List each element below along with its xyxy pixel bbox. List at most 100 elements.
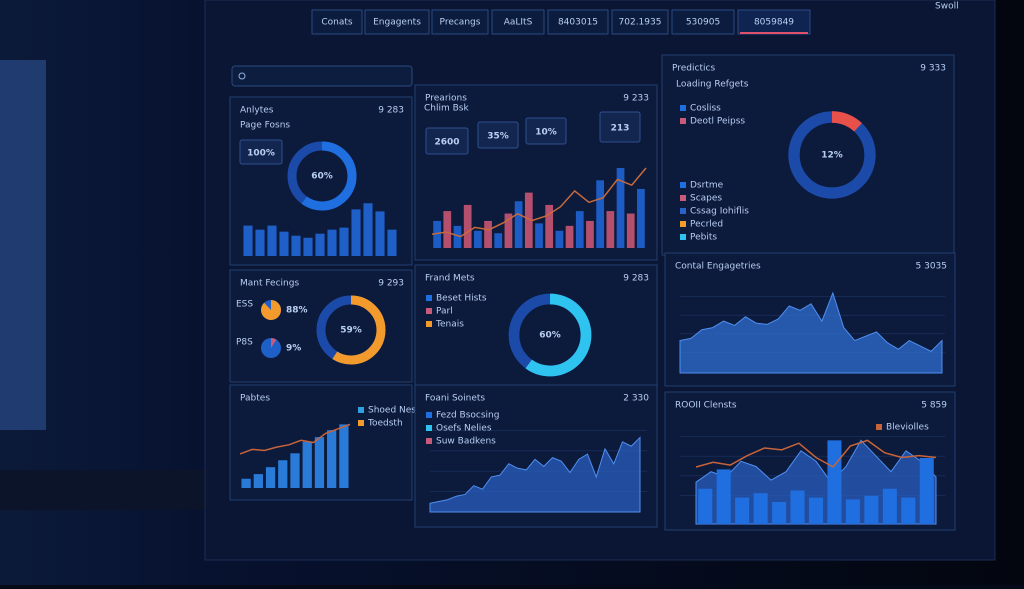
bar: [291, 235, 301, 256]
legend-swatch: [680, 221, 686, 227]
panel-title: Frand Mets: [425, 274, 475, 284]
legend-label: Tenais: [435, 320, 464, 330]
bar: [473, 230, 482, 248]
panel-title: Anlytes: [240, 106, 274, 116]
nav-tab[interactable]: [364, 9, 430, 35]
nav-tab-label[interactable]: Engagents: [373, 18, 421, 28]
stat-value: 213: [611, 124, 630, 134]
donut-arc: [788, 111, 876, 199]
legend-swatch: [426, 295, 432, 301]
legend-swatch: [680, 208, 686, 214]
legend-swatch: [876, 424, 882, 430]
legend-swatch: [680, 182, 686, 188]
panel-title: Predictics: [672, 64, 715, 74]
line: [239, 423, 351, 455]
nav-tab-label[interactable]: 8403015: [558, 18, 598, 28]
bar: [494, 233, 503, 248]
legend-label: Shoed Nes: [368, 406, 416, 416]
legend-label: Parl: [436, 307, 453, 317]
nav-tab[interactable]: [311, 9, 363, 35]
bar: [443, 211, 452, 248]
bar: [637, 188, 645, 248]
bar: [315, 233, 325, 256]
bar: [864, 495, 879, 524]
window-blind: [0, 60, 46, 430]
bar: [339, 424, 349, 488]
legend-label: Osefs Nelies: [436, 424, 492, 434]
bar: [265, 467, 276, 488]
nav-tab[interactable]: [431, 9, 489, 35]
panel-subtitle: Page Fosns: [240, 121, 290, 131]
legend-swatch: [680, 118, 686, 124]
stat-value: 10%: [535, 128, 557, 138]
legend-label: Pecrled: [690, 220, 723, 230]
bar: [586, 220, 594, 248]
panel-badge: 9 233: [623, 94, 649, 104]
donut-label: 59%: [340, 326, 362, 336]
legend-swatch: [426, 438, 432, 444]
donut-label: 12%: [821, 151, 843, 161]
nav-tab-label[interactable]: 702.1935: [619, 18, 662, 28]
panel-badge: 2 330: [623, 394, 649, 404]
bar: [241, 478, 251, 488]
search-icon: [238, 72, 246, 80]
bar: [845, 499, 860, 524]
donut-label: 60%: [539, 331, 561, 341]
panel-badge: 9 293: [378, 279, 404, 289]
corner-label: Swoll: [935, 2, 959, 12]
bar: [565, 225, 574, 248]
bar: [735, 497, 750, 524]
nav-tab[interactable]: [491, 9, 545, 35]
panel-title: ROOII Clensts: [675, 401, 737, 411]
stat-box: [525, 117, 567, 145]
stat-box: [239, 139, 283, 165]
legend-label: Scapes: [690, 194, 722, 204]
bar: [626, 213, 635, 248]
search-box[interactable]: [231, 65, 413, 87]
panel-badge: 9 283: [378, 106, 404, 116]
nav-tab[interactable]: [671, 9, 735, 35]
legend-label: Cosliss: [690, 104, 721, 114]
bar: [827, 440, 842, 524]
pie-caption: P8S: [236, 338, 253, 348]
bar: [919, 457, 934, 524]
nav-tab-label[interactable]: 530905: [686, 18, 720, 28]
bar: [882, 488, 897, 524]
bar: [545, 204, 554, 248]
bar: [753, 493, 768, 524]
bar: [596, 180, 605, 248]
stat-box: [599, 111, 641, 143]
nav-tab[interactable]: [737, 9, 811, 35]
nav-tab[interactable]: [611, 9, 669, 35]
bar: [278, 460, 288, 488]
legend-label: Suw Badkens: [436, 437, 496, 447]
bar: [327, 430, 337, 488]
bar: [302, 441, 312, 488]
bar: [575, 211, 584, 248]
line: [431, 167, 647, 238]
nav-tab-label[interactable]: AaLItS: [504, 18, 533, 28]
pie-slice: [261, 300, 282, 320]
stat-box: [425, 127, 469, 155]
bar: [463, 204, 472, 248]
panel-badge: 5 859: [921, 401, 947, 411]
stat-value: 35%: [487, 132, 509, 142]
panel-badge: 9 333: [920, 64, 946, 74]
nav-tab[interactable]: [547, 9, 609, 35]
legend-swatch: [426, 412, 432, 418]
bar: [255, 229, 265, 256]
nav-tab-label[interactable]: Conats: [321, 18, 353, 28]
nav-tab-label[interactable]: 8059849: [754, 18, 794, 28]
area: [429, 436, 641, 513]
legend-label: Bleviolles: [886, 423, 929, 433]
area: [679, 291, 943, 374]
bar: [514, 201, 523, 248]
bar: [535, 223, 543, 248]
bar: [303, 237, 313, 256]
pie-caption: ESS: [236, 300, 253, 310]
panel-title: Contal Engagetries: [675, 262, 761, 272]
bar: [901, 497, 916, 524]
nav-tab-label[interactable]: Precangs: [440, 18, 481, 28]
